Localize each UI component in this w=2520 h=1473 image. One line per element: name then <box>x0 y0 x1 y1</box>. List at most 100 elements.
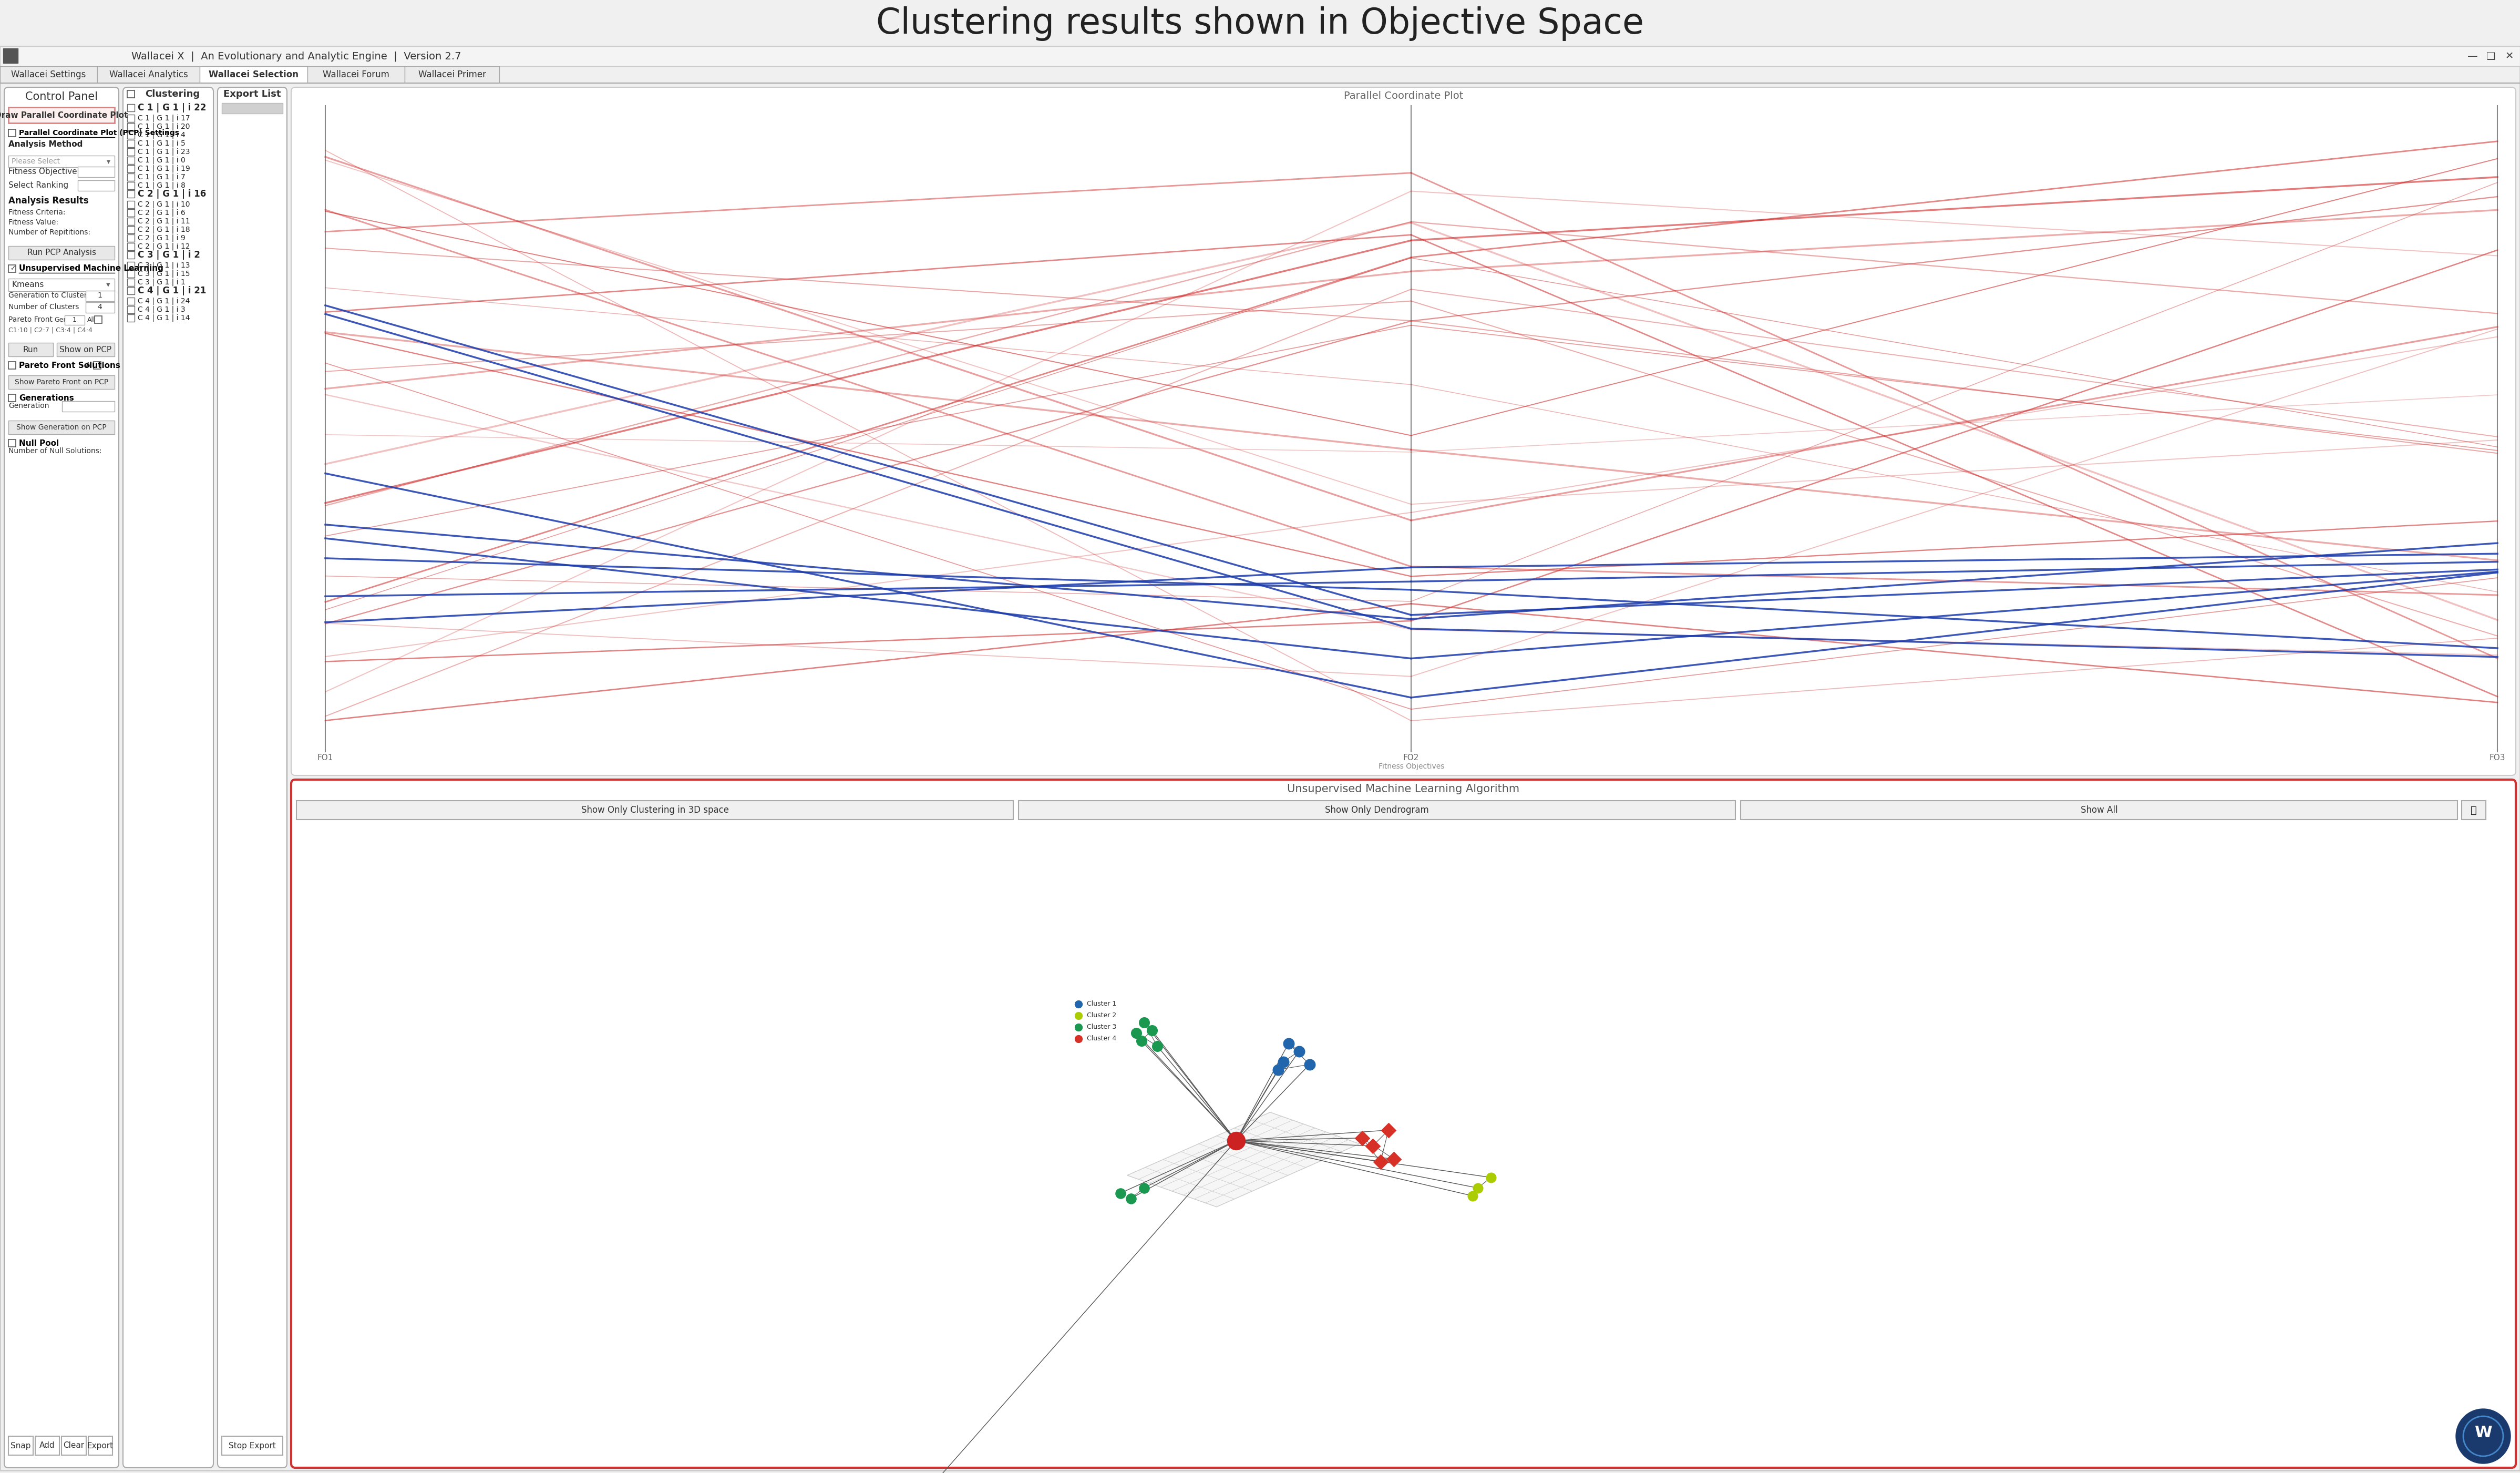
Point <box>1268 1031 1308 1055</box>
Bar <box>8 1436 33 1455</box>
Text: C 2 | G 1 | i 9: C 2 | G 1 | i 9 <box>139 234 186 242</box>
Bar <box>126 306 134 314</box>
Text: FO1: FO1 <box>318 754 333 762</box>
Text: 🔍: 🔍 <box>2470 806 2477 815</box>
Text: Pareto Front Solutions: Pareto Front Solutions <box>20 361 121 370</box>
Text: C 1 | G 1 | i 0: C 1 | G 1 | i 0 <box>139 156 186 164</box>
Point <box>1111 1187 1152 1211</box>
Text: FO3: FO3 <box>2490 754 2505 762</box>
Text: Show Pareto Front on PCP: Show Pareto Front on PCP <box>15 379 108 386</box>
Text: C 4 | G 1 | i 3: C 4 | G 1 | i 3 <box>139 306 186 314</box>
Bar <box>8 108 113 124</box>
Bar <box>8 376 113 389</box>
Text: Unsupervised Machine Learning: Unsupervised Machine Learning <box>20 265 164 273</box>
Text: C 2 | G 1 | i 11: C 2 | G 1 | i 11 <box>139 218 189 225</box>
Text: Please Select: Please Select <box>13 158 60 165</box>
FancyBboxPatch shape <box>292 87 2515 775</box>
Bar <box>63 401 113 411</box>
Point <box>1280 1040 1320 1064</box>
Text: Snap: Snap <box>10 1442 30 1449</box>
Bar <box>8 246 113 259</box>
Text: Clustering: Clustering <box>146 90 199 99</box>
Bar <box>98 66 199 82</box>
Bar <box>126 165 134 172</box>
Bar <box>8 278 113 292</box>
Text: Select Ranking: Select Ranking <box>8 181 68 189</box>
Text: C 2 | G 1 | i 6: C 2 | G 1 | i 6 <box>139 209 186 217</box>
Text: Unsupervised Machine Learning Algorithm: Unsupervised Machine Learning Algorithm <box>1288 784 1520 794</box>
Text: C 1 | G 1 | i 4: C 1 | G 1 | i 4 <box>139 131 186 138</box>
Bar <box>8 130 15 137</box>
Bar <box>126 209 134 217</box>
Text: ❑: ❑ <box>2487 52 2495 62</box>
Text: W: W <box>2475 1426 2492 1441</box>
Text: 1: 1 <box>73 317 76 323</box>
Text: Generations: Generations <box>20 393 73 402</box>
Text: Fitness Objective: Fitness Objective <box>8 168 78 175</box>
Text: All: All <box>88 317 96 323</box>
Bar <box>126 218 134 225</box>
Text: Clustering results shown in Objective Space: Clustering results shown in Objective Sp… <box>877 6 1643 41</box>
Point <box>1124 1010 1164 1034</box>
Bar <box>86 302 113 312</box>
Text: C 2 | G 1 | i 10: C 2 | G 1 | i 10 <box>139 200 189 208</box>
Bar <box>126 234 134 242</box>
Text: Number of Clusters: Number of Clusters <box>8 303 78 311</box>
Bar <box>88 1436 113 1455</box>
Text: Wallacei Settings: Wallacei Settings <box>10 69 86 80</box>
Text: C 2 | G 1 | i 12: C 2 | G 1 | i 12 <box>139 243 189 250</box>
Bar <box>8 421 113 435</box>
Bar <box>86 290 113 300</box>
Bar <box>8 362 15 370</box>
Bar <box>126 243 134 250</box>
Text: Fitness Objectives: Fitness Objectives <box>1378 763 1444 770</box>
Text: FO2: FO2 <box>1404 754 1419 762</box>
Bar <box>126 181 134 189</box>
Text: C 4 | G 1 | i 24: C 4 | G 1 | i 24 <box>139 298 189 305</box>
Text: Run PCP Analysis: Run PCP Analysis <box>28 249 96 256</box>
Point <box>1137 1034 1177 1058</box>
Text: Generation: Generation <box>8 402 48 409</box>
Point <box>1124 1175 1164 1199</box>
Text: C 1 | G 1 | i 23: C 1 | G 1 | i 23 <box>139 149 189 156</box>
Bar <box>307 66 406 82</box>
Bar <box>35 1436 60 1455</box>
Bar <box>3 49 18 63</box>
Text: Wallacei Selection: Wallacei Selection <box>209 69 297 80</box>
Text: C1:10 | C2:7 | C3:4 | C4:4: C1:10 | C2:7 | C3:4 | C4:4 <box>8 327 93 333</box>
Text: C 1 | G 1 | i 8: C 1 | G 1 | i 8 <box>139 181 186 190</box>
Text: ✓: ✓ <box>10 265 15 273</box>
Point <box>1121 1030 1162 1053</box>
Bar <box>1018 801 1736 819</box>
Text: Fitness Criteria:: Fitness Criteria: <box>8 209 66 217</box>
Bar <box>60 1436 86 1455</box>
Text: Fitness Value:: Fitness Value: <box>8 218 58 225</box>
Point <box>1290 1053 1331 1077</box>
Text: C 1 | G 1 | i 22: C 1 | G 1 | i 22 <box>139 103 207 112</box>
Point <box>1472 1165 1512 1189</box>
Bar <box>8 343 53 356</box>
Point <box>1457 1175 1497 1199</box>
Bar <box>126 252 134 259</box>
Bar <box>222 1436 282 1455</box>
FancyBboxPatch shape <box>123 87 214 1467</box>
Text: C 4 | G 1 | i 21: C 4 | G 1 | i 21 <box>139 286 207 296</box>
Bar <box>126 298 134 305</box>
Text: Cluster 4: Cluster 4 <box>1086 1036 1116 1041</box>
Text: C 1 | G 1 | i 17: C 1 | G 1 | i 17 <box>139 115 189 122</box>
Bar <box>297 801 1013 819</box>
Text: Gen.: Gen. <box>53 317 71 323</box>
Point <box>1058 1015 1099 1038</box>
Text: Analysis Method: Analysis Method <box>8 140 83 147</box>
Text: Draw Parallel Coordinate Plot: Draw Parallel Coordinate Plot <box>0 110 129 119</box>
Text: Parallel Coordinate Plot: Parallel Coordinate Plot <box>1343 91 1464 100</box>
Bar <box>126 314 134 321</box>
Bar <box>0 66 98 82</box>
Bar <box>78 180 113 191</box>
Text: Null Pool: Null Pool <box>20 439 58 448</box>
Bar <box>78 166 113 177</box>
Text: ✕: ✕ <box>2505 52 2515 62</box>
Text: C 4 | G 1 | i 14: C 4 | G 1 | i 14 <box>139 314 189 323</box>
Text: Wallacei Forum: Wallacei Forum <box>323 69 391 80</box>
Text: Kmeans: Kmeans <box>13 281 43 289</box>
